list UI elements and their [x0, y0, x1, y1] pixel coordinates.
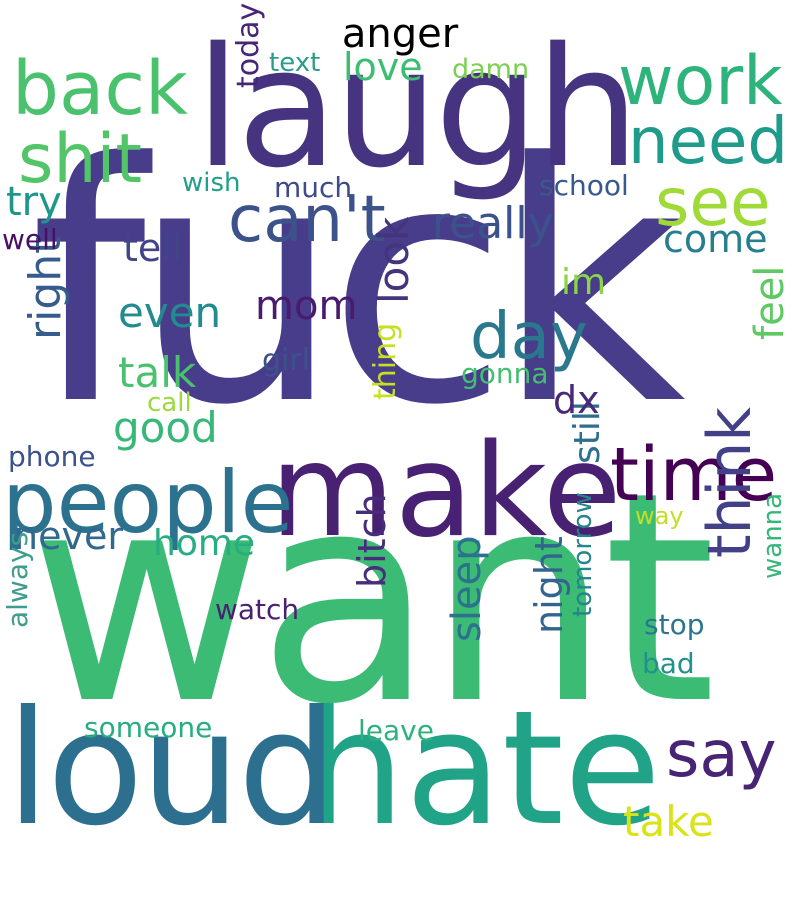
word-girl: girl [262, 343, 311, 378]
word-well: well [2, 223, 58, 256]
word-loud: loud [6, 677, 338, 861]
word-mom: mom [255, 283, 358, 329]
word-want: want [28, 431, 716, 768]
word-thing: thing [368, 322, 403, 400]
word-even: even [118, 288, 222, 337]
word-think: think [695, 407, 765, 558]
word-take: take [623, 797, 714, 846]
word-see: see [655, 164, 771, 241]
word-make: make [270, 417, 622, 566]
word-im: im [561, 262, 607, 303]
word-feel: feel [747, 265, 793, 340]
word-look: look [369, 216, 418, 304]
word-day: day [470, 300, 588, 374]
word-night: night [527, 536, 571, 634]
word-cloud-title: anger [341, 11, 459, 57]
word-cant: can't [228, 183, 386, 257]
word-wanna: wanna [758, 492, 788, 579]
word-talk: talk [118, 348, 197, 397]
word-love: love [343, 45, 423, 89]
word-stop: stop [644, 608, 705, 641]
word-watch: watch [215, 593, 300, 626]
word-damn: damn [452, 54, 530, 85]
word-come: come [663, 217, 768, 261]
word-leave: leave [358, 714, 434, 747]
word-back: back [12, 46, 188, 132]
word-way: way [635, 502, 684, 530]
word-really: really [432, 198, 554, 249]
word-always: always [1, 531, 34, 628]
word-fuck: fuck [30, 93, 686, 477]
word-gonna: gonna [461, 357, 549, 390]
word-time: time [610, 432, 778, 518]
word-dx: dx [553, 378, 600, 422]
word-people: people [2, 453, 294, 553]
word-text: text [269, 48, 321, 78]
word-home: home [153, 523, 256, 564]
word-school: school [539, 169, 629, 202]
word-wish: wish [182, 168, 241, 198]
word-someone: someone [84, 711, 213, 744]
word-tomorrow: tomorrow [568, 492, 598, 617]
word-call: call [147, 388, 192, 418]
word-bad: bad [642, 647, 695, 680]
word-try: try [6, 179, 62, 225]
word-never: never [14, 514, 123, 558]
word-sleep: sleep [444, 535, 490, 642]
word-hate: hate [305, 677, 662, 861]
word-good: good [113, 403, 218, 452]
word-shit: shit [18, 120, 143, 199]
word-say: say [666, 718, 777, 792]
word-today: today [231, 2, 266, 88]
word-need: need [628, 105, 788, 179]
word-phone: phone [8, 440, 96, 473]
word-tell: tell [123, 226, 183, 270]
word-work: work [618, 42, 783, 121]
word-much: much [274, 171, 353, 204]
word-laugh: laugh [195, 12, 640, 204]
word-bitch: bitch [350, 493, 394, 588]
